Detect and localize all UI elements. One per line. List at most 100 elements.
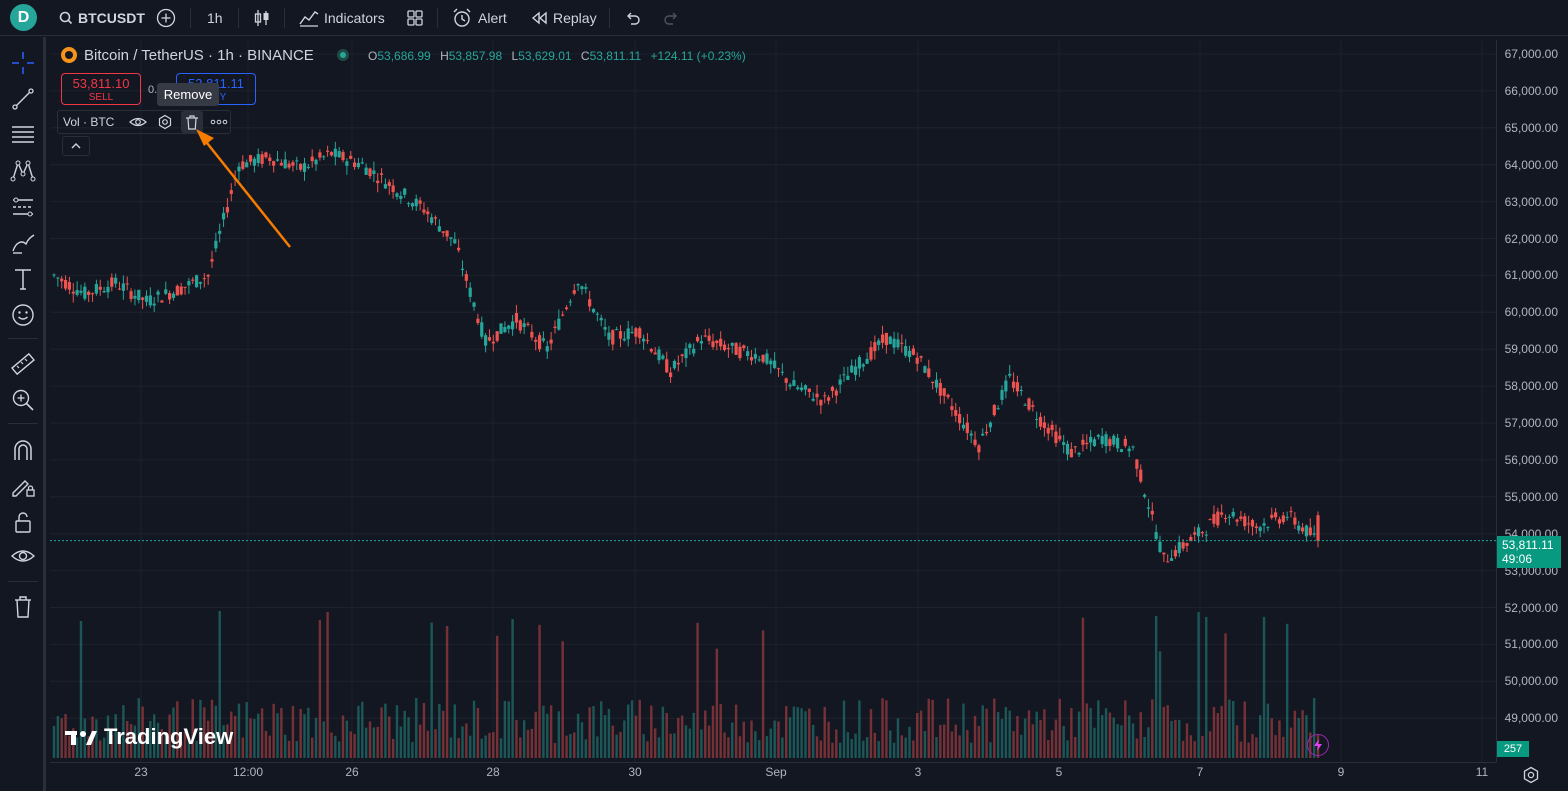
price-chart[interactable] bbox=[50, 40, 1496, 762]
sell-button[interactable]: 53,811.10 SELL bbox=[61, 73, 141, 105]
candle-body bbox=[206, 274, 210, 277]
candle-body bbox=[630, 332, 634, 334]
indicators-button[interactable]: Indicators bbox=[298, 6, 385, 30]
market-status-icon bbox=[336, 49, 349, 61]
volume-bar bbox=[619, 731, 622, 758]
hide-indicator-button[interactable] bbox=[127, 111, 148, 133]
lock-drawings[interactable] bbox=[10, 509, 36, 535]
candle-body bbox=[256, 154, 260, 163]
volume-bar bbox=[222, 725, 225, 758]
candle-body bbox=[665, 359, 669, 373]
more-options-button[interactable] bbox=[209, 111, 230, 133]
volume-bar bbox=[1255, 737, 1258, 758]
volume-bar bbox=[800, 708, 803, 758]
candle-body bbox=[1112, 435, 1116, 445]
remove-indicator-button[interactable] bbox=[181, 111, 203, 133]
candle-body bbox=[460, 268, 465, 271]
volume-bar bbox=[1208, 731, 1212, 758]
symbol-search-button[interactable]: BTCUSDT bbox=[58, 6, 145, 30]
volume-bar bbox=[418, 724, 422, 758]
candle-body bbox=[275, 159, 280, 161]
candle-body bbox=[969, 433, 973, 436]
candle-body bbox=[56, 277, 60, 279]
volume-bar bbox=[1043, 709, 1046, 758]
crosshair-tool[interactable] bbox=[10, 50, 36, 76]
volume-bar bbox=[314, 717, 318, 758]
volume-bar bbox=[1085, 703, 1088, 758]
price-axis-label: 50,000.00 bbox=[1504, 674, 1558, 689]
interval-button[interactable]: 1h bbox=[207, 10, 223, 26]
zoom-tool[interactable] bbox=[10, 387, 36, 413]
volume-bar bbox=[1139, 712, 1142, 758]
text-tool[interactable] bbox=[10, 266, 36, 292]
hide-drawings[interactable] bbox=[10, 543, 36, 569]
indicator-settings-button[interactable] bbox=[154, 111, 175, 133]
fib-tool[interactable] bbox=[10, 122, 36, 148]
brush-tool[interactable] bbox=[10, 230, 36, 256]
layouts-button[interactable] bbox=[405, 6, 425, 30]
price-axis-label: 52,000.00 bbox=[1504, 600, 1558, 615]
candle-body bbox=[819, 400, 823, 406]
pattern-tool[interactable] bbox=[10, 158, 36, 184]
volume-bar bbox=[549, 705, 553, 758]
volume-bar bbox=[827, 721, 830, 758]
candle-body bbox=[268, 157, 272, 162]
alert-button[interactable]: Alert bbox=[451, 6, 507, 30]
volume-bar bbox=[68, 735, 71, 758]
price-axis[interactable]: 67,000.00 66,000.00 65,000.00 64,000.00 63,0… bbox=[1496, 40, 1568, 762]
price-axis-label: 49,000.00 bbox=[1504, 711, 1558, 726]
volume-bar bbox=[291, 705, 295, 758]
high-key: H bbox=[440, 49, 449, 63]
replay-button[interactable]: Replay bbox=[530, 6, 597, 30]
undo-button[interactable] bbox=[624, 6, 642, 30]
candle-body bbox=[830, 386, 835, 391]
time-axis[interactable]: 23 12:00 26 28 30 Sep 3 5 7 9 11 bbox=[50, 762, 1496, 791]
volume-bar bbox=[126, 720, 129, 758]
volume-bar bbox=[1270, 718, 1273, 758]
volume-indicator-legend[interactable]: Vol · BTC bbox=[57, 110, 231, 134]
stay-in-drawing-mode[interactable] bbox=[10, 473, 36, 499]
chart-type-button[interactable] bbox=[252, 6, 272, 30]
candle-body bbox=[372, 170, 376, 174]
symbol-legend[interactable]: Bitcoin / TetherUS · 1h · BINANCE bbox=[60, 46, 350, 64]
lightning-badge[interactable] bbox=[1307, 734, 1329, 756]
candle-body bbox=[622, 338, 626, 341]
collapse-legend-button[interactable] bbox=[62, 136, 90, 156]
emoji-tool[interactable] bbox=[10, 302, 36, 328]
volume-bar bbox=[1197, 612, 1200, 758]
volume-bar bbox=[141, 706, 144, 758]
compare-symbol-button[interactable] bbox=[156, 6, 176, 30]
time-axis-label: 11 bbox=[1475, 765, 1489, 779]
redo-button[interactable] bbox=[662, 6, 680, 30]
chart-pane[interactable] bbox=[50, 40, 1496, 762]
candle-body bbox=[1220, 512, 1224, 515]
bitcoin-logo-icon bbox=[61, 47, 77, 63]
candle-body bbox=[1158, 541, 1162, 552]
chart-settings-button[interactable] bbox=[1520, 764, 1542, 786]
toolbar-divider bbox=[609, 8, 610, 28]
measure-tool[interactable] bbox=[10, 351, 36, 377]
volume-bar bbox=[673, 733, 676, 758]
candle-body bbox=[541, 338, 546, 341]
candle-body bbox=[406, 203, 411, 205]
magnet-tool[interactable] bbox=[10, 437, 36, 463]
open-key: O bbox=[368, 49, 378, 63]
candle-body bbox=[961, 424, 966, 429]
trash-icon bbox=[186, 114, 199, 130]
volume-bar bbox=[1066, 740, 1069, 758]
candle-body bbox=[1023, 404, 1027, 406]
volume-bar bbox=[1081, 617, 1085, 758]
candle-body bbox=[811, 398, 815, 401]
volume-bar bbox=[1293, 710, 1297, 758]
user-avatar[interactable]: D bbox=[10, 4, 37, 31]
trend-line-tool[interactable] bbox=[10, 86, 36, 112]
candle-body bbox=[83, 286, 87, 299]
price-axis-label: 62,000.00 bbox=[1504, 231, 1558, 246]
remove-drawings[interactable] bbox=[10, 594, 36, 620]
volume-bar bbox=[761, 630, 765, 758]
prediction-tool[interactable] bbox=[10, 194, 36, 220]
volume-bar bbox=[750, 720, 753, 758]
volume-bar bbox=[900, 735, 904, 758]
volume-bar bbox=[264, 730, 268, 758]
candle-body bbox=[1239, 516, 1243, 519]
